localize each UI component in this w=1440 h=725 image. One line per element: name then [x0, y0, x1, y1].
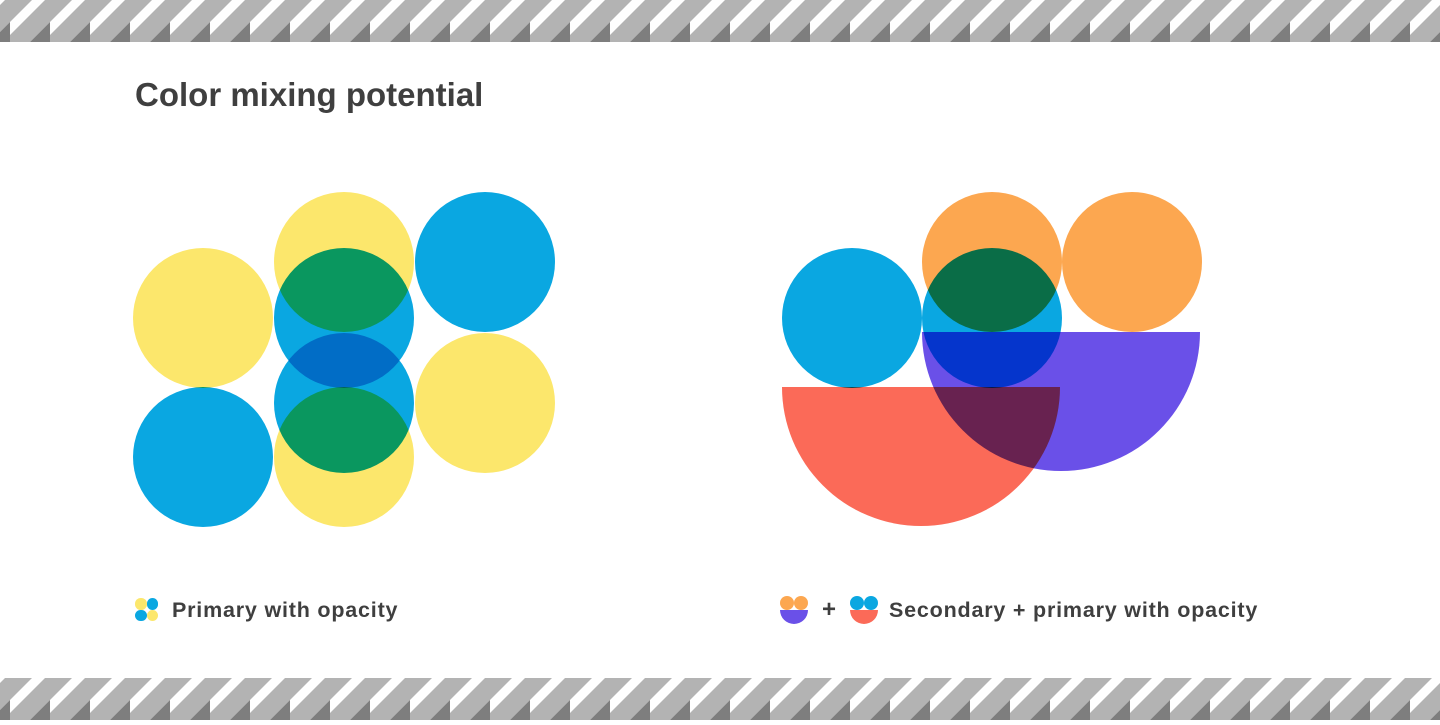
circle-shape [922, 248, 1062, 388]
circle-shape [415, 333, 555, 473]
top-stripe-border [0, 0, 1440, 42]
plus-sign: + [822, 596, 837, 623]
circle-shape [133, 387, 273, 527]
primary-opacity-icon [850, 596, 879, 624]
circle-shape [922, 192, 1062, 332]
half-circle-shape [780, 610, 808, 624]
circle-shape [1062, 192, 1202, 332]
circle-shape [850, 596, 865, 610]
circle-shape [782, 248, 922, 388]
circle-shape [146, 609, 159, 622]
secondary-legend: + Secondary + primary with opacity [780, 596, 1258, 624]
primary-legend: Primary with opacity [135, 596, 398, 624]
circle-shape [274, 333, 414, 473]
circle-shape [794, 596, 808, 610]
primary-legend-label: Primary with opacity [172, 598, 399, 622]
circle-shape [133, 248, 273, 388]
circle-shape [274, 192, 414, 332]
circle-shape [415, 192, 555, 332]
primary-dots-icon [135, 598, 159, 622]
circle-shape [274, 387, 414, 527]
bottom-stripe-border [0, 678, 1440, 720]
circle-shape [274, 248, 414, 388]
circle-shape [135, 598, 147, 610]
half-circle-shape [850, 610, 879, 624]
secondary-legend-label: Secondary + primary with opacity [889, 598, 1259, 622]
half-circle-shape [922, 332, 1200, 471]
circle-shape [780, 596, 794, 610]
half-circle-shape [782, 387, 1060, 526]
circle-shape [864, 596, 879, 610]
circle-shape [135, 609, 147, 622]
page-title: Color mixing potential [135, 76, 484, 113]
secondary-shapes-icon [780, 596, 808, 624]
circle-shape [146, 598, 159, 610]
